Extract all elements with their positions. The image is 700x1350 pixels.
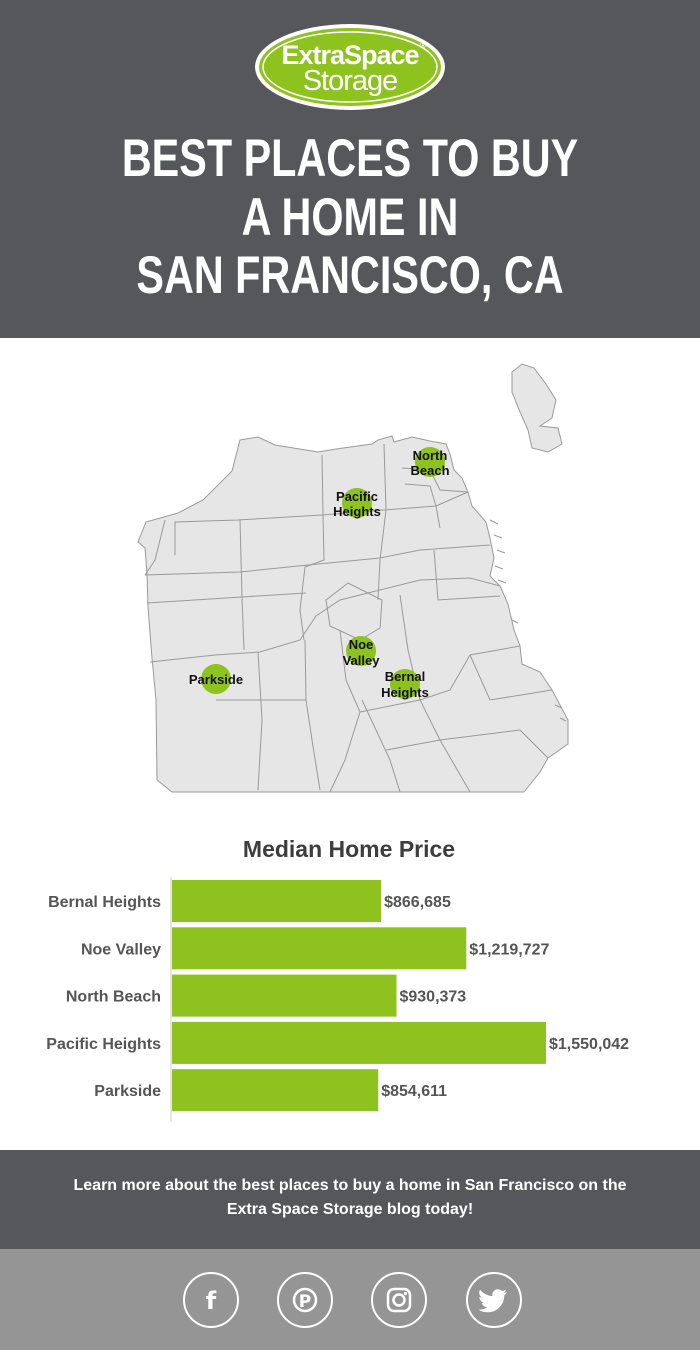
footer-cta: Learn more about the best places to buy … xyxy=(0,1150,700,1249)
value-label: $854,611 xyxy=(381,1083,447,1100)
map-land xyxy=(137,363,569,793)
page-title: BEST PLACES TO BUY A HOME IN SAN FRANCIS… xyxy=(77,129,623,306)
bar-parkside xyxy=(172,1069,379,1112)
north-beach-marker xyxy=(415,447,445,477)
value-label: $1,219,727 xyxy=(469,941,549,958)
map-marker-pacific-heights[interactable]: Pacific Heights xyxy=(333,488,381,519)
san-francisco-map: North Beach Pacific Heights Noe Valley P… xyxy=(0,338,700,808)
north-beach-label-line1: North xyxy=(413,448,448,463)
extra-space-storage-logo[interactable]: ExtraSpace Storage ® xyxy=(253,23,447,111)
value-label: $930,373 xyxy=(399,989,466,1006)
bar-bernal-heights xyxy=(172,880,382,922)
twitter-icon xyxy=(478,1289,507,1313)
facebook-icon: f xyxy=(206,1287,217,1315)
noe-valley-marker xyxy=(346,636,376,666)
noe-valley-label-line1: Noe xyxy=(349,637,374,652)
map-marker-north-beach[interactable]: North Beach xyxy=(410,447,450,478)
cta-text[interactable]: Learn more about the best places to buy … xyxy=(73,1177,627,1218)
category-label: Pacific Heights xyxy=(46,1036,161,1053)
twitter-button[interactable] xyxy=(466,1272,522,1328)
pacific-heights-label-line1: Pacific xyxy=(336,489,378,504)
map-marker-noe-valley[interactable]: Noe Valley xyxy=(343,636,381,668)
header: ExtraSpace Storage ® BEST PLACES TO BUY … xyxy=(0,0,700,338)
logo-registered-mark: ® xyxy=(419,41,427,50)
title-line-1: BEST PLACES TO BUY xyxy=(121,129,579,188)
map-marker-bernal-heights[interactable]: Bernal Heights xyxy=(381,669,429,700)
value-label: $1,550,042 xyxy=(549,1036,629,1053)
map-city-outline xyxy=(137,435,569,793)
instagram-icon xyxy=(386,1287,412,1313)
logo-line1: ExtraSpace xyxy=(281,40,419,70)
logo-line2: Storage xyxy=(302,65,399,97)
title-line-2: A HOME IN xyxy=(241,187,459,247)
pacific-heights-marker xyxy=(342,488,372,518)
map-marker-parkside[interactable]: Parkside xyxy=(189,664,243,694)
map-pier-lines xyxy=(489,519,567,722)
pinterest-icon: P xyxy=(292,1287,318,1313)
value-label: $866,685 xyxy=(384,894,451,911)
title-line-3: SAN FRANCISCO, CA xyxy=(136,246,564,305)
social-bar: f P xyxy=(0,1249,700,1350)
map-neighborhood-borders xyxy=(144,443,553,793)
bar-north-beach xyxy=(172,974,397,1017)
chart-svg: Median Home Price Bernal Heights $866,685… xyxy=(46,836,629,1122)
logo-badge xyxy=(255,24,445,110)
category-label: Parkside xyxy=(94,1083,161,1100)
noe-valley-label-line2: Valley xyxy=(343,653,381,668)
map-svg: North Beach Pacific Heights Noe Valley P… xyxy=(137,363,569,793)
bernal-heights-label-line2: Heights xyxy=(381,685,429,700)
chart-bars: Bernal Heights $866,685 Noe Valley $1,219,7… xyxy=(46,880,629,1112)
facebook-glyph: f xyxy=(206,1287,217,1315)
parkside-marker xyxy=(201,664,231,694)
map-treasure-island xyxy=(511,363,563,453)
bernal-heights-label-line1: Bernal xyxy=(385,669,425,684)
bernal-heights-marker xyxy=(390,669,420,699)
north-beach-label-line2: Beach xyxy=(410,463,449,478)
bar-pacific-heights xyxy=(172,1021,546,1064)
instagram-button[interactable] xyxy=(371,1272,427,1328)
pinterest-glyph: P xyxy=(299,1292,311,1312)
category-label: North Beach xyxy=(66,989,161,1006)
facebook-button[interactable]: f xyxy=(183,1272,239,1328)
pinterest-button[interactable]: P xyxy=(277,1272,333,1328)
median-home-price-chart: Median Home Price Bernal Heights $866,685… xyxy=(0,820,700,1140)
category-label: Noe Valley xyxy=(81,941,161,958)
chart-title: Median Home Price xyxy=(243,836,455,862)
category-label: Bernal Heights xyxy=(48,894,161,911)
pacific-heights-label-line2: Heights xyxy=(333,504,381,519)
bar-noe-valley xyxy=(172,927,467,970)
parkside-label: Parkside xyxy=(189,672,243,687)
